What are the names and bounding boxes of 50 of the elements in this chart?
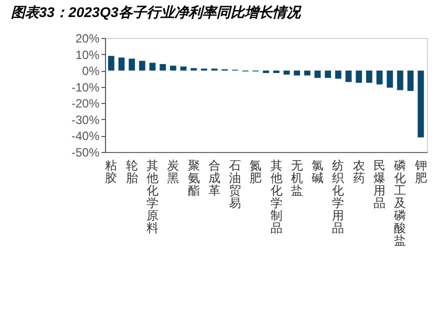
bar bbox=[376, 70, 383, 84]
x-tick-label: 钾肥 bbox=[414, 158, 427, 185]
x-tick-label: 轮胎 bbox=[126, 158, 138, 185]
x-tick-label: 其他化学制品 bbox=[270, 158, 282, 235]
bar bbox=[139, 60, 146, 71]
bar bbox=[314, 70, 321, 78]
bar bbox=[356, 70, 362, 83]
bar bbox=[304, 70, 310, 76]
y-tick-label: -20% bbox=[71, 96, 100, 111]
y-tick-label: -40% bbox=[71, 129, 100, 144]
x-tick-label: 无机盐 bbox=[290, 158, 303, 198]
bar bbox=[407, 70, 414, 91]
y-tick-label: 0% bbox=[82, 64, 100, 78]
x-tick-label: 聚氨酯 bbox=[188, 158, 200, 198]
x-tick-label: 农药 bbox=[352, 158, 365, 185]
bar bbox=[284, 70, 290, 75]
chart-title: 图表33：2023Q3各子行业净利率同比增长情况 bbox=[10, 4, 302, 20]
bar bbox=[190, 68, 197, 71]
x-tick-label: 粘胶 bbox=[105, 158, 118, 185]
x-tick-label: 石油贸易 bbox=[229, 158, 242, 210]
y-tick-label: 20% bbox=[75, 32, 100, 46]
bar bbox=[324, 70, 332, 78]
bar bbox=[397, 70, 404, 90]
bar bbox=[180, 66, 187, 71]
x-tick-label: 磷化工及磷酸盐 bbox=[393, 158, 406, 248]
bar bbox=[386, 70, 393, 88]
x-tick-label: 氯碱 bbox=[312, 158, 324, 185]
bar bbox=[170, 66, 176, 71]
x-tick-label: 民爆用品 bbox=[374, 158, 386, 210]
y-tick-label: 10% bbox=[75, 48, 100, 62]
x-tick-label: 其他化学原料 bbox=[146, 158, 158, 235]
x-tick-label: 合成革 bbox=[208, 158, 220, 198]
bar bbox=[366, 70, 372, 83]
x-tick-label: 纺织化学用品 bbox=[332, 158, 344, 235]
bar bbox=[118, 58, 125, 71]
bar bbox=[160, 64, 166, 71]
bar bbox=[128, 58, 135, 71]
bar bbox=[149, 62, 156, 71]
x-tick-label: 氮肥 bbox=[250, 158, 262, 185]
bar bbox=[345, 70, 352, 82]
bar bbox=[108, 56, 114, 71]
x-tick-label: 炭黑 bbox=[167, 158, 180, 185]
bar bbox=[273, 70, 280, 74]
bar bbox=[335, 70, 342, 79]
bar bbox=[294, 70, 300, 76]
bar bbox=[418, 70, 424, 138]
bar bbox=[262, 70, 270, 74]
y-tick-label: -50% bbox=[71, 146, 100, 160]
y-tick-label: -10% bbox=[71, 80, 100, 94]
y-tick-label: -30% bbox=[71, 112, 100, 127]
